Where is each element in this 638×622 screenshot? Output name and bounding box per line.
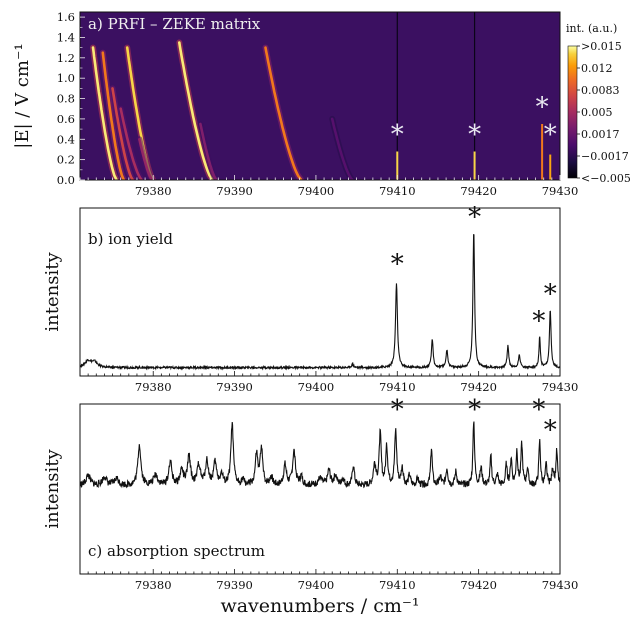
- y-tick-label: 0.0: [57, 173, 75, 187]
- colorbar-tick-label: <−0.005: [581, 172, 631, 185]
- asterisk-marker: *: [544, 280, 557, 310]
- asterisk-marker: *: [391, 395, 404, 425]
- heatmap-band: [138, 138, 154, 180]
- panel-a-label: a) PRFI – ZEKE matrix: [88, 15, 261, 33]
- x-tick-label: 79390: [216, 184, 253, 198]
- heatmap-band: [101, 51, 126, 180]
- asterisk-marker: *: [468, 395, 481, 425]
- asterisk-marker: *: [391, 120, 404, 150]
- panel-c-label: c) absorption spectrum: [88, 542, 265, 560]
- x-tick-label: 79410: [379, 380, 416, 394]
- panel-b-frame: [79, 207, 561, 377]
- y-tick-label: 1.4: [57, 30, 75, 44]
- heatmap-band: [91, 46, 118, 180]
- y-tick-label: 0.2: [57, 153, 75, 167]
- colorbar-gradient: [567, 45, 578, 179]
- x-tick-label: 79380: [135, 184, 172, 198]
- panel-b-label: b) ion yield: [88, 230, 173, 248]
- colorbar-tick-label: 0.012: [581, 62, 613, 75]
- colorbar-tick-label: 0.0017: [581, 128, 620, 141]
- colorbar-tick-label: >0.015: [581, 40, 622, 53]
- x-tick-label: 79400: [298, 578, 335, 592]
- heatmap-band: [199, 122, 218, 180]
- y-tick-label: 1.0: [57, 71, 75, 85]
- panel-a-ylabel: |E| / V cm⁻¹: [12, 43, 33, 148]
- asterisk-marker: *: [536, 93, 549, 123]
- panel-b-ion-yield: b) ion yield intensity 79380 79390 79400 79…: [42, 202, 578, 394]
- asterisk-marker: *: [532, 307, 545, 337]
- x-tick-label: 79430: [542, 380, 579, 394]
- x-tick-label: 79390: [216, 380, 253, 394]
- colorbar-title: int. (a.u.): [566, 22, 617, 35]
- y-tick-label: 1.6: [57, 10, 75, 24]
- x-tick-label: 79430: [542, 184, 579, 198]
- asterisk-marker: *: [532, 395, 545, 425]
- x-tick-label: 79380: [135, 578, 172, 592]
- colorbar: int. (a.u.) >0.015 0.012 0.0083 0.005 0.0017…: [566, 22, 631, 185]
- heatmap-band: [119, 107, 144, 180]
- asterisk-marker: *: [544, 415, 557, 445]
- asterisk-marker: *: [468, 202, 481, 232]
- asterisk-marker: *: [544, 120, 557, 150]
- y-tick-label: 0.6: [57, 112, 75, 126]
- y-tick-label: 0.4: [57, 132, 75, 146]
- asterisk-marker: *: [468, 120, 481, 150]
- panel-b-ylabel: intensity: [42, 252, 63, 332]
- x-tick-label: 79410: [379, 184, 416, 198]
- panel-c-frame: [79, 403, 561, 575]
- spectrum-trace: [80, 233, 560, 371]
- heatmap-band: [330, 117, 354, 180]
- heatmap-band: [264, 46, 303, 180]
- x-axis-label: wavenumbers / cm⁻¹: [220, 595, 419, 617]
- x-tick-label: 79390: [216, 578, 253, 592]
- x-tick-label: 79420: [460, 184, 497, 198]
- colorbar-tick-label: 0.005: [581, 106, 613, 119]
- x-tick-label: 79420: [460, 578, 497, 592]
- heatmap-band: [178, 41, 214, 180]
- spectrum-trace: [80, 421, 560, 489]
- panel-a-heatmap: a) PRFI – ZEKE matrix |E| / V cm⁻¹ 79380…: [12, 10, 578, 198]
- x-tick-label: 79400: [298, 380, 335, 394]
- y-tick-label: 0.8: [57, 92, 75, 106]
- heatmap-background: [80, 12, 560, 180]
- x-tick-label: 79430: [542, 578, 579, 592]
- x-tick-label: 79380: [135, 380, 172, 394]
- x-tick-label: 79400: [298, 184, 335, 198]
- panel-c-absorption: c) absorption spectrum intensity 79380 79…: [42, 395, 578, 592]
- panel-a-frame: [79, 11, 561, 181]
- panel-c-ylabel: intensity: [42, 449, 63, 529]
- heatmap-band: [111, 87, 135, 180]
- x-tick-label: 79410: [379, 578, 416, 592]
- y-tick-label: 1.2: [57, 51, 75, 65]
- x-tick-label: 79420: [460, 380, 497, 394]
- colorbar-tick-label: 0.0083: [581, 84, 620, 97]
- colorbar-tick-label: −0.0017: [581, 150, 629, 163]
- asterisk-marker: *: [391, 249, 404, 279]
